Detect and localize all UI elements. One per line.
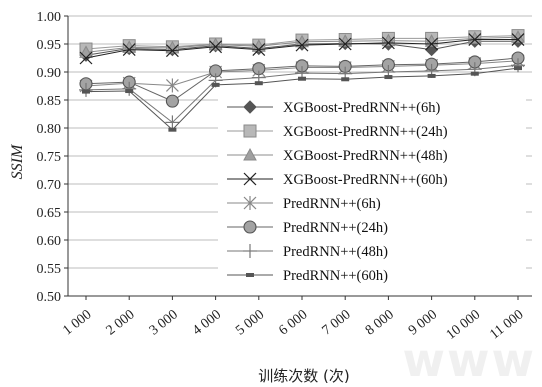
legend-label: XGBoost-PredRNN++(24h) xyxy=(283,124,448,140)
data-point xyxy=(338,37,352,51)
data-point xyxy=(243,100,257,114)
legend-label: XGBoost-PredRNN++(60h) xyxy=(283,172,448,188)
x-axis-title: 训练次数 (次) xyxy=(258,367,349,385)
series-6 xyxy=(79,51,525,108)
legend-background xyxy=(218,92,526,286)
series-8 xyxy=(82,66,522,132)
data-point xyxy=(381,36,395,50)
y-tick-label: 0.70 xyxy=(37,178,62,193)
axes xyxy=(64,15,532,300)
y-axis-title: SSIM xyxy=(9,143,26,179)
y-tick-label: 0.55 xyxy=(37,262,62,277)
data-point xyxy=(243,172,257,186)
legend-item: XGBoost-PredRNN++(24h) xyxy=(227,124,448,140)
data-point xyxy=(125,89,134,94)
data-point xyxy=(243,196,257,210)
legend-item: PredRNN++(48h) xyxy=(227,244,388,260)
x-tick-label: 6 000 xyxy=(276,307,310,338)
y-tick-label: 1.00 xyxy=(37,10,62,25)
y-tick-label: 0.50 xyxy=(37,290,62,305)
legend-item: XGBoost-PredRNN++(60h) xyxy=(227,172,448,188)
data-point xyxy=(298,76,306,81)
data-point xyxy=(122,81,137,96)
data-point xyxy=(246,273,254,277)
data-point xyxy=(211,82,220,87)
data-point xyxy=(511,33,525,46)
data-point xyxy=(122,43,136,57)
data-point xyxy=(425,37,439,51)
series-4 xyxy=(79,33,525,65)
data-point xyxy=(243,124,257,138)
data-point xyxy=(384,75,393,80)
data-point xyxy=(243,244,257,258)
data-point xyxy=(254,81,263,86)
x-tick-label: 5 000 xyxy=(233,307,267,338)
data-point xyxy=(467,31,482,44)
y-tick-labels: 0.50 0.55 0.60 0.65 0.70 0.75 0.80 0.85 0.90 0.95… xyxy=(37,10,62,305)
data-point xyxy=(209,40,223,54)
data-point xyxy=(295,38,309,52)
legend-item: XGBoost-PredRNN++(6h) xyxy=(227,100,440,116)
legend-label: XGBoost-PredRNN++(48h) xyxy=(283,148,448,164)
series-layer xyxy=(79,29,525,132)
legend-label: PredRNN++(60h) xyxy=(283,268,388,284)
y-tick-label: 0.75 xyxy=(37,150,62,165)
data-point xyxy=(243,147,257,161)
legend-item: PredRNN++(24h) xyxy=(227,220,388,236)
legend-label: PredRNN++(48h) xyxy=(283,244,388,260)
x-tick-label: 7 000 xyxy=(320,307,354,338)
legend-item: PredRNN++(60h) xyxy=(227,268,388,284)
data-point xyxy=(427,73,436,78)
x-tick-label: 8 000 xyxy=(363,307,397,338)
y-tick-label: 0.65 xyxy=(37,206,62,221)
x-tick-label: 3 000 xyxy=(147,307,181,338)
data-point xyxy=(468,33,482,46)
legend-label: XGBoost-PredRNN++(6h) xyxy=(283,100,440,116)
data-point xyxy=(243,220,257,234)
data-point xyxy=(165,78,179,93)
data-point xyxy=(470,71,479,76)
x-tick-label: 2 000 xyxy=(104,307,138,338)
data-point xyxy=(79,51,93,65)
y-tick-label: 0.90 xyxy=(37,66,62,81)
data-point xyxy=(514,66,522,71)
data-point xyxy=(295,34,309,48)
x-tick-label: 4 000 xyxy=(190,307,224,338)
y-tick-label: 0.95 xyxy=(37,38,62,53)
data-point xyxy=(341,77,350,82)
x-tick-label: 1 000 xyxy=(60,307,94,338)
legend-label: PredRNN++(6h) xyxy=(283,196,381,212)
y-tick-label: 0.80 xyxy=(37,122,62,137)
data-point xyxy=(165,44,179,58)
watermark: www xyxy=(402,333,536,387)
data-point xyxy=(168,127,177,132)
data-point xyxy=(251,39,266,52)
data-point xyxy=(252,43,266,57)
data-point xyxy=(165,115,180,130)
y-tick-label: 0.85 xyxy=(37,94,62,109)
legend-item: PredRNN++(6h) xyxy=(227,196,381,212)
legend: XGBoost-PredRNN++(6h) XGBoost-PredRNN++(2… xyxy=(218,92,526,286)
legend-item: XGBoost-PredRNN++(48h) xyxy=(227,147,448,164)
legend-label: PredRNN++(24h) xyxy=(283,220,388,236)
y-tick-label: 0.60 xyxy=(37,234,62,249)
data-point xyxy=(165,94,179,108)
data-point xyxy=(82,89,90,94)
